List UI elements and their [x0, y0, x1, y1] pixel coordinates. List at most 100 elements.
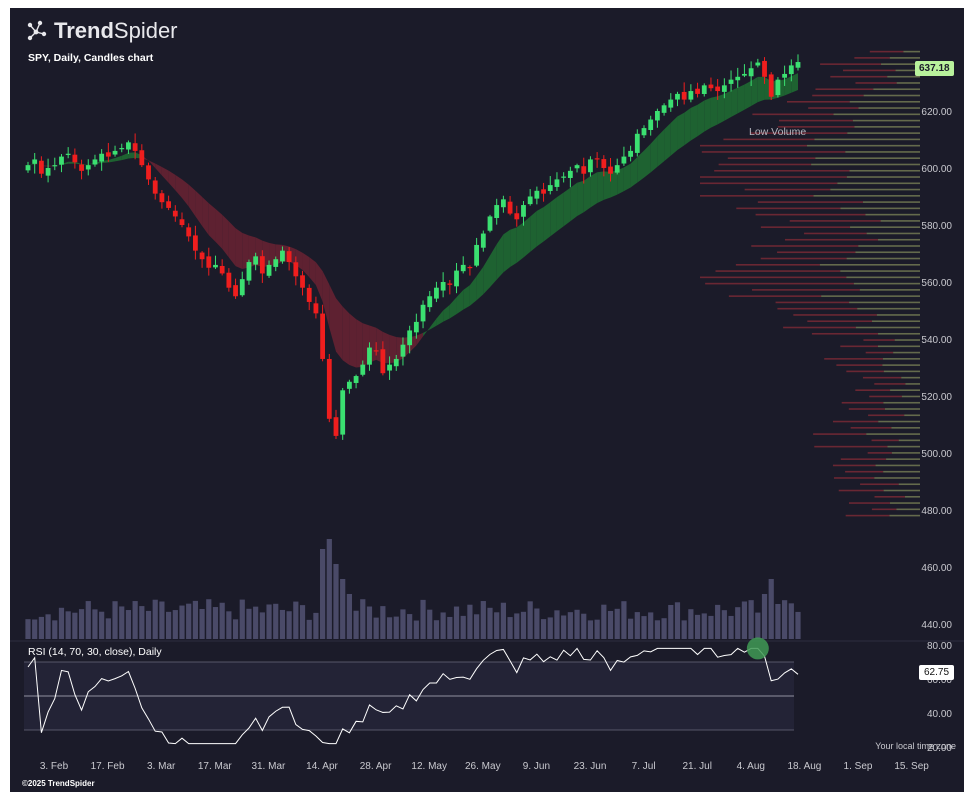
candle [112, 150, 118, 155]
ema-cloud-segment [342, 306, 350, 366]
volume-profile-bar [891, 427, 920, 429]
volume-bar [326, 539, 332, 639]
candle [634, 133, 640, 153]
volume-bar [561, 615, 567, 639]
volume-bar [795, 611, 801, 639]
candle [206, 256, 212, 268]
volume-profile-bar [820, 63, 882, 65]
ema-cloud-segment [610, 170, 618, 198]
candle [146, 165, 151, 180]
copyright: ©2025 TrendSpider [22, 779, 95, 788]
volume-bar [333, 564, 339, 639]
volume-bar [540, 619, 547, 639]
volume-profile-bar [878, 238, 920, 241]
rsi-title: RSI (14, 70, 30, close), Daily [28, 646, 162, 658]
volume-bar [433, 620, 440, 639]
rsi-axis-label: 20.00 [927, 743, 952, 754]
candle [521, 205, 526, 217]
candle [454, 270, 459, 287]
candle [353, 376, 359, 383]
ema-cloud-segment [456, 290, 464, 315]
time-axis-label: 31. Mar [251, 761, 286, 772]
candle [393, 358, 399, 367]
volume-bar [386, 617, 393, 639]
ema-cloud-segment [115, 155, 122, 162]
volume-profile-bar [881, 63, 920, 65]
volume-bar [105, 618, 111, 639]
volume-bar [688, 609, 694, 639]
volume-profile-bar [854, 126, 920, 128]
volume-bar [45, 614, 51, 639]
volume-bar [654, 620, 660, 639]
volume-bar [674, 602, 681, 639]
volume-bar [299, 605, 306, 639]
candle [708, 84, 714, 89]
ema-cloud-segment [590, 172, 598, 208]
volume-profile-bar [855, 82, 897, 84]
volume-profile-bar [757, 201, 863, 203]
volume-bar [761, 594, 768, 639]
volume-profile-bar [862, 201, 920, 203]
time-axis-label: 3. Mar [147, 761, 176, 772]
price-axis-label: 600.00 [921, 164, 952, 175]
volume-profile-bar [848, 502, 890, 504]
candle [420, 304, 426, 322]
candle [567, 170, 573, 178]
price-axis-label: 540.00 [921, 335, 952, 346]
volume-bar [527, 601, 533, 639]
volume-profile-bar [874, 383, 906, 385]
volume-bar [99, 611, 105, 639]
ema-cloud-segment [121, 152, 129, 161]
candle [126, 142, 131, 150]
ema-cloud-segment [617, 167, 624, 195]
ema-cloud-segment [74, 161, 82, 165]
volume-bar [447, 616, 453, 639]
volume-bar [232, 619, 239, 639]
ema-cloud-segment [670, 116, 678, 156]
candle [32, 159, 38, 164]
candle [360, 364, 366, 375]
candle [561, 176, 567, 178]
ema-cloud-segment [28, 163, 35, 166]
volume-bar [65, 611, 71, 639]
candle [313, 303, 319, 314]
volume-profile-bar [777, 126, 855, 128]
trendspider-logo: TrendSpider [26, 18, 178, 44]
time-axis-label: 14. Apr [306, 761, 338, 772]
candle [768, 74, 774, 97]
rsi-axis-label: 60.00 [927, 675, 952, 686]
price-axis-label: 560.00 [921, 278, 952, 289]
volume-profile-bar [840, 345, 878, 348]
candle [192, 235, 198, 251]
volume-bar [346, 594, 352, 639]
chart-frame: 620.00 600.00 580.00 560.00 540.00 520.00 500.… [10, 8, 964, 792]
time-axis-label: 7. Jul [632, 761, 656, 772]
volume-bar [219, 602, 225, 639]
volume-profile-bar [846, 370, 884, 373]
ema-cloud-segment [751, 76, 758, 107]
candle [306, 287, 312, 302]
ema-cloud-segment [690, 104, 698, 141]
volume-profile-bar [846, 257, 920, 260]
volume-profile-bar [838, 489, 884, 492]
volume-bar [286, 611, 292, 639]
volume-bar [119, 606, 125, 639]
ema-cloud-segment [496, 234, 504, 280]
ema-cloud-segment [784, 76, 792, 96]
volume-profile-bar [849, 100, 920, 103]
ema-cloud-segment [356, 319, 363, 368]
volume-bar [728, 615, 734, 639]
volume-profile-bar [863, 339, 895, 341]
ema-cloud-segment [731, 87, 738, 118]
volume-profile-bar [891, 452, 920, 454]
volume-profile-bar [837, 182, 920, 185]
volume-bar [601, 604, 607, 639]
volume-profile-bar [815, 88, 874, 91]
ema-cloud-segment [168, 170, 176, 191]
volume-bar [360, 599, 366, 639]
ema-cloud-segment [657, 129, 665, 167]
chart-canvas[interactable]: 620.00 600.00 580.00 560.00 540.00 520.00 500.… [10, 8, 964, 792]
volume-profile-bar [863, 94, 920, 97]
volume-profile-bar [750, 132, 848, 134]
volume-profile-bar [751, 289, 860, 291]
